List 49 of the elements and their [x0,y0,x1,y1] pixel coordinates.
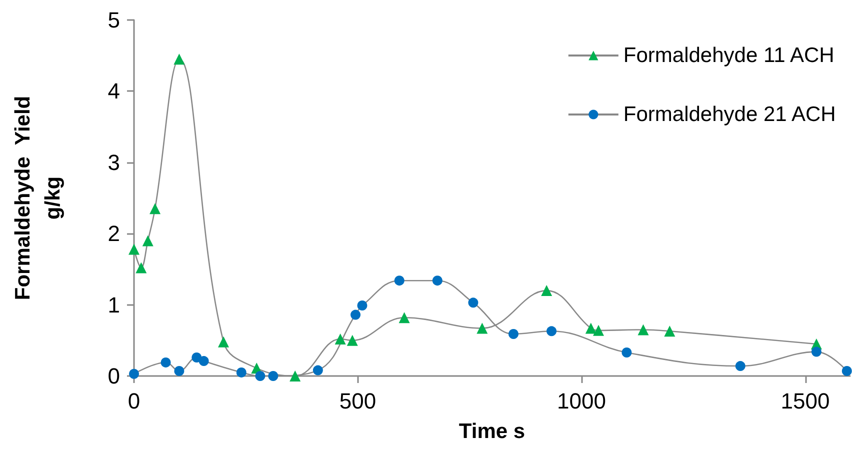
point [398,312,410,324]
point [585,322,596,334]
x-tick-label: 0 [128,388,140,414]
point [811,346,822,357]
legend-label: Formaldehyde 21 ACH [623,103,836,126]
y-tick-label: 0 [108,364,120,388]
point [508,328,518,339]
y-tick-label: 3 [108,150,120,175]
point [255,371,266,381]
x-axis-title: Time s [458,420,526,443]
point [198,356,209,366]
point [357,300,368,311]
y-tick-label: 5 [108,8,120,32]
legend-label: Formaldehyde 11 ACH [623,44,834,67]
y-tick-label: 1 [108,292,120,318]
point [312,365,323,376]
point [476,322,488,334]
point [150,203,161,214]
x-tick-label: 1500 [780,388,830,414]
point [268,371,278,381]
point [622,348,632,358]
y-axis-title: Formaldehyde Yield g/kg [12,96,64,300]
point [546,326,557,336]
point [174,366,184,376]
point [174,54,185,65]
x-tick-label: 500 [339,388,376,414]
point [236,367,246,378]
point [290,370,301,382]
point [468,298,478,308]
point [136,262,147,274]
point [160,357,171,368]
point [593,324,604,336]
point [128,244,140,255]
y-tick-label: 2 [108,221,120,246]
point [638,324,649,336]
x-tick-label: 1000 [557,388,606,414]
y-tick-label: 4 [108,78,120,104]
point [350,310,361,320]
point [346,334,358,346]
point [541,285,552,296]
point [218,336,229,348]
point [394,276,404,286]
point [664,326,676,337]
point [842,366,852,376]
point [142,235,154,246]
point [334,333,346,344]
point [735,361,746,372]
point [432,276,442,286]
point [192,352,202,362]
